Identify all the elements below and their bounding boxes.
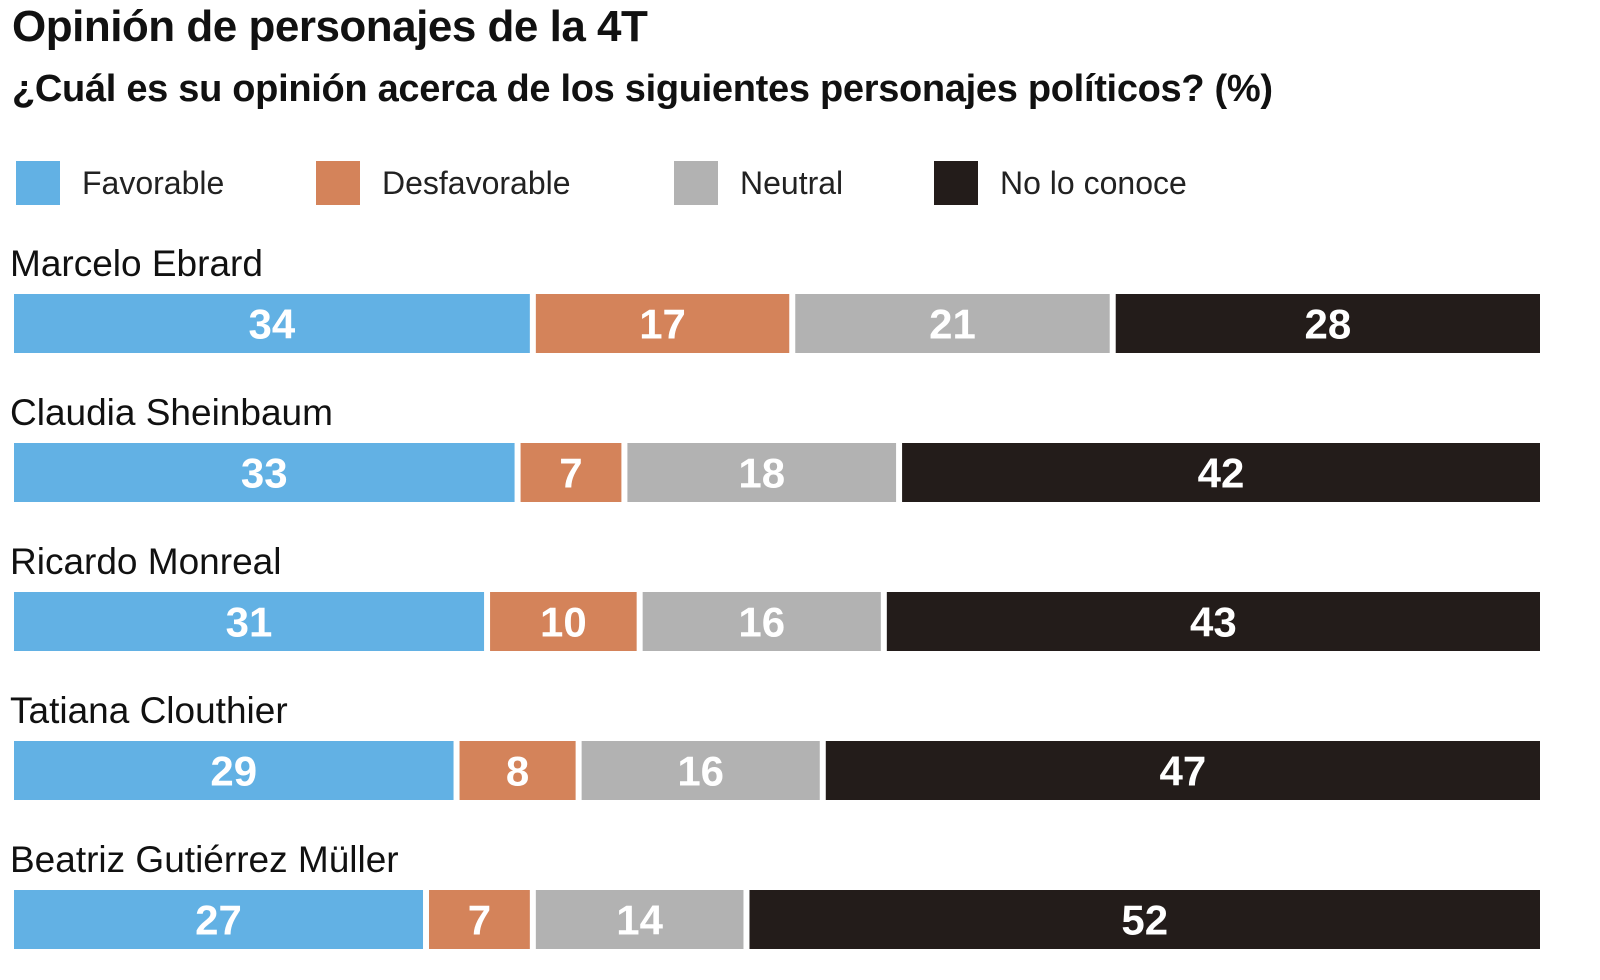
- value-label: 43: [1190, 599, 1237, 646]
- bar-segment: [14, 592, 485, 651]
- bar-segment: [795, 294, 1110, 353]
- bar-segment: [14, 741, 454, 800]
- value-label: 14: [616, 897, 663, 944]
- category-label: Claudia Sheinbaum: [10, 392, 333, 433]
- legend-label-neutral: Neutral: [740, 164, 844, 201]
- legend-label-desfavorable: Desfavorable: [382, 164, 571, 201]
- value-label: 31: [226, 599, 273, 646]
- value-label: 10: [540, 599, 587, 646]
- bar-segment: [14, 443, 515, 502]
- bar-segment: [535, 890, 744, 949]
- bar-segment: [642, 592, 881, 651]
- bar-segment: [902, 443, 1540, 502]
- legend-item-favorable: Favorable: [16, 160, 224, 206]
- value-label: 8: [506, 748, 529, 795]
- value-label: 16: [738, 599, 785, 646]
- bar-segment: [520, 443, 622, 502]
- bar-segment: [749, 890, 1540, 949]
- bar-segment: [14, 890, 424, 949]
- value-label: 18: [738, 450, 785, 497]
- bar-segment: [886, 592, 1540, 651]
- value-label: 27: [195, 897, 242, 944]
- legend-swatch-favorable: [16, 161, 60, 205]
- value-label: 17: [639, 301, 686, 348]
- bar-segment: [459, 741, 576, 800]
- category-label: Marcelo Ebrard: [10, 243, 263, 284]
- bar-segment: [581, 741, 820, 800]
- bar-segment: [627, 443, 897, 502]
- bar-segment: [535, 294, 790, 353]
- value-label: 16: [677, 748, 724, 795]
- legend-label-no-lo-conoce: No lo conoce: [1000, 164, 1187, 201]
- value-label: 28: [1305, 301, 1352, 348]
- legend-swatch-desfavorable: [316, 161, 360, 205]
- legend: Favorable Desfavorable Neutral No lo con…: [16, 160, 1576, 206]
- value-label: 42: [1198, 450, 1245, 497]
- value-label: 7: [468, 897, 491, 944]
- legend-label-favorable: Favorable: [82, 164, 225, 201]
- stacked-bar-chart: Marcelo Ebrard 34 17 21 28 Claudia Sheinbaum 3…: [10, 243, 1540, 949]
- chart-title: Opinión de personajes de la 4T: [12, 2, 648, 51]
- chart-subtitle: ¿Cuál es su opinión acerca de los siguie…: [12, 68, 1273, 110]
- bar-segment: [1115, 294, 1540, 353]
- legend-swatch-neutral: [674, 161, 718, 205]
- value-label: 7: [559, 450, 582, 497]
- bar-segment: [429, 890, 530, 949]
- legend-item-neutral: Neutral: [674, 160, 843, 206]
- value-label: 21: [929, 301, 976, 348]
- legend-item-desfavorable: Desfavorable: [316, 160, 571, 206]
- category-label: Ricardo Monreal: [10, 541, 281, 582]
- bar-segment: [825, 741, 1540, 800]
- legend-swatch-no-lo-conoce: [934, 161, 978, 205]
- category-label: Tatiana Clouthier: [10, 690, 288, 731]
- bar-segment: [490, 592, 637, 651]
- bar-segment: [14, 294, 530, 353]
- value-label: 34: [249, 301, 296, 348]
- value-label: 47: [1160, 748, 1207, 795]
- value-label: 33: [241, 450, 288, 497]
- value-label: 29: [210, 748, 257, 795]
- legend-item-no-lo-conoce: No lo conoce: [934, 160, 1187, 206]
- category-label: Beatriz Gutiérrez Müller: [10, 839, 399, 880]
- value-label: 52: [1121, 897, 1168, 944]
